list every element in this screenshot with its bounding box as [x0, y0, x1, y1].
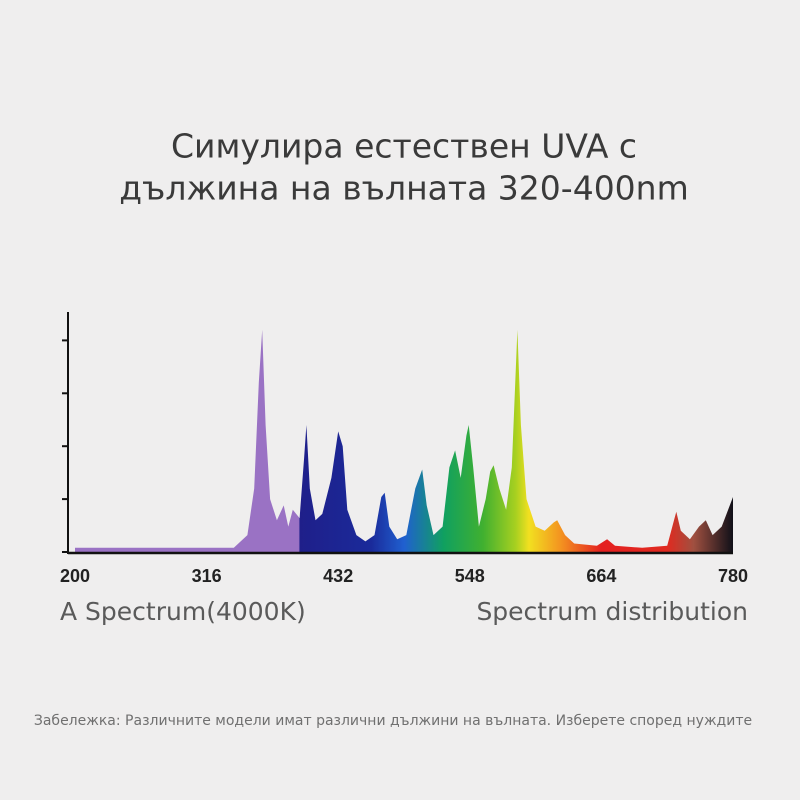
x-tick-label: 780 [718, 566, 748, 586]
right-caption: Spectrum distribution [476, 597, 748, 626]
x-tick-label: 664 [586, 566, 616, 586]
x-tick-label: 316 [192, 566, 222, 586]
title-line: Симулира естествен UVA с [171, 127, 637, 166]
x-tick-label: 200 [60, 566, 90, 586]
plot: 200 316 432 548 664 780 [60, 312, 748, 586]
title-line: дължина на вълната 320-400nm [119, 169, 689, 208]
note: Забележка: Различните модели имат различ… [34, 713, 752, 729]
x-tick-label: 432 [323, 566, 353, 586]
left-caption: A Spectrum(4000K) [60, 597, 306, 626]
x-tick-label: 548 [455, 566, 485, 586]
spectrum-area [75, 329, 733, 552]
